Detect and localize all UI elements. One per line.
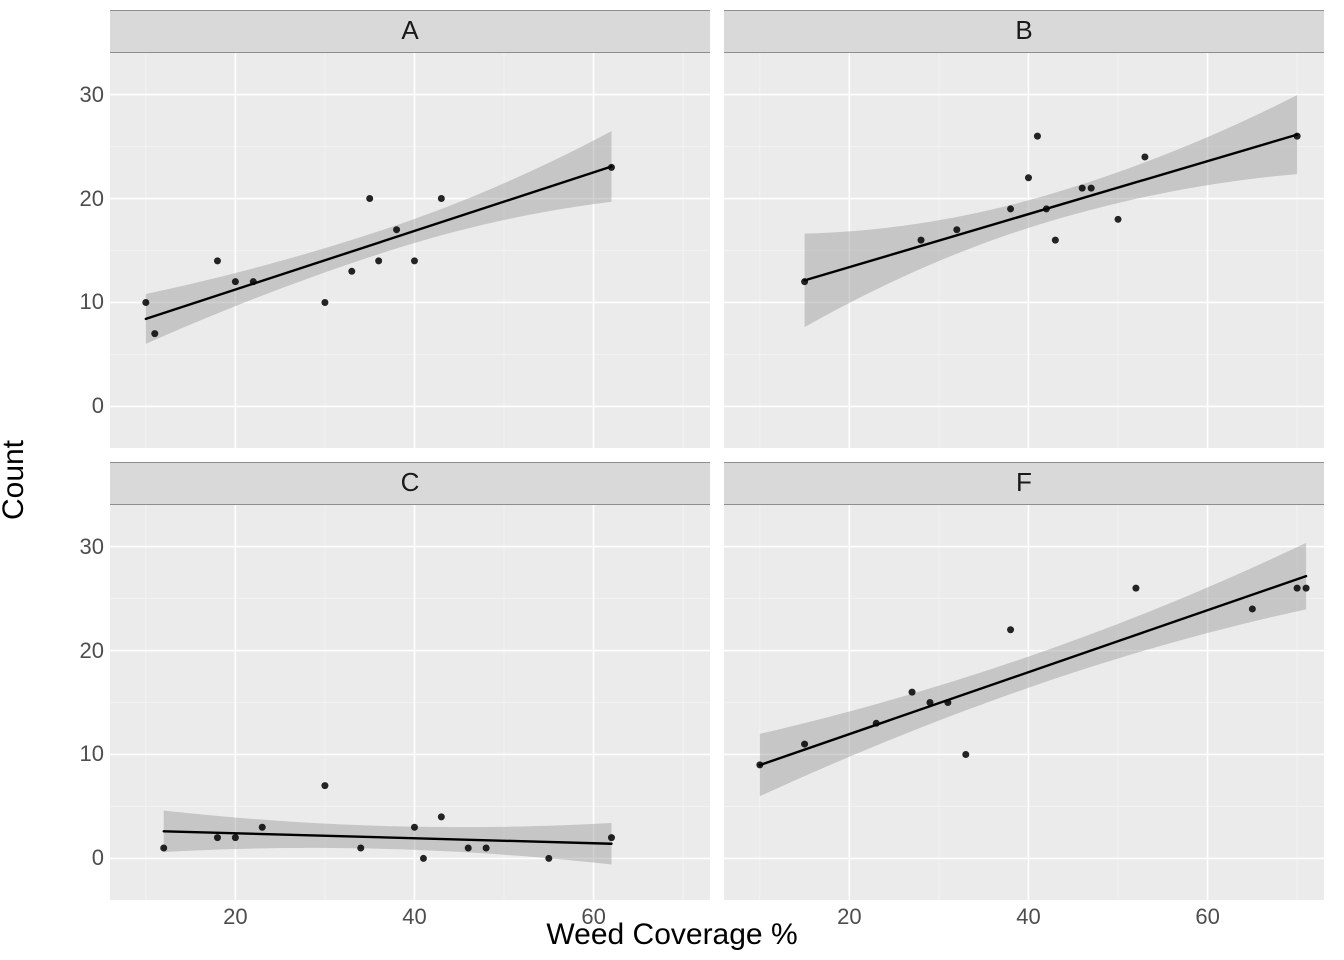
y-tick: 20: [60, 638, 104, 664]
y-tick: 0: [60, 393, 104, 419]
y-tick-labels: 0 10 20 30: [60, 505, 104, 900]
plot-svg: [110, 53, 710, 448]
facet-strip: B: [724, 10, 1324, 53]
plot-area: [724, 53, 1324, 448]
x-tick-labels: 20 40 60: [110, 904, 710, 930]
facet-strip: C: [110, 462, 710, 505]
faceted-scatter-figure: Count Weed Coverage % A0102030BC01020302…: [0, 0, 1344, 960]
plot-area: 204060: [724, 505, 1324, 900]
y-tick: 10: [60, 741, 104, 767]
x-tick: 40: [1016, 904, 1040, 930]
facet-panel-C: C0102030204060: [110, 462, 710, 900]
facet-strip: A: [110, 10, 710, 53]
y-tick: 30: [60, 534, 104, 560]
x-tick: 60: [1195, 904, 1219, 930]
facet-panel-F: F204060: [724, 462, 1324, 900]
x-tick-labels: 20 40 60: [724, 904, 1324, 930]
plot-area: 0102030204060: [110, 505, 710, 900]
y-axis-label: Count: [0, 440, 31, 520]
y-tick-labels: 0 10 20 30: [60, 53, 104, 448]
plot-svg: [724, 505, 1324, 900]
y-tick: 30: [60, 82, 104, 108]
y-tick: 10: [60, 289, 104, 315]
facet-panel-B: B: [724, 10, 1324, 448]
plot-area: 0102030: [110, 53, 710, 448]
x-tick: 20: [223, 904, 247, 930]
x-tick: 40: [402, 904, 426, 930]
x-tick: 20: [837, 904, 861, 930]
x-tick: 60: [581, 904, 605, 930]
plot-svg: [724, 53, 1324, 448]
panels-grid: A0102030BC0102030204060F204060: [110, 10, 1324, 900]
y-tick: 0: [60, 845, 104, 871]
y-tick: 20: [60, 186, 104, 212]
facet-panel-A: A0102030: [110, 10, 710, 448]
plot-svg: [110, 505, 710, 900]
facet-strip: F: [724, 462, 1324, 505]
